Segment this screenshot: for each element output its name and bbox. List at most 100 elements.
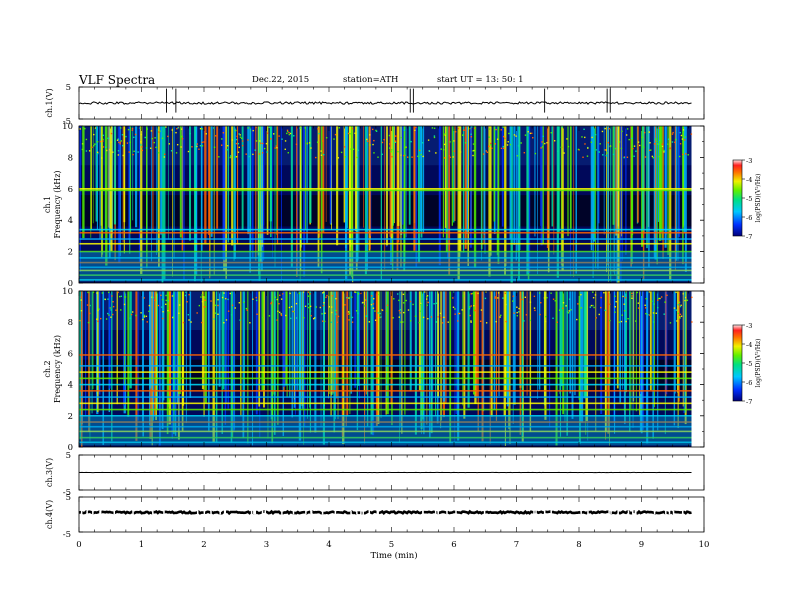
noise-speckle — [635, 320, 637, 322]
sferic-streak — [564, 291, 566, 423]
noise-speckle — [592, 304, 594, 307]
sferic-streak — [231, 126, 234, 246]
sferic-streak — [637, 126, 639, 223]
sferic-streak — [203, 291, 205, 417]
sferic-streak — [267, 291, 269, 439]
y-tick-label: -5 — [63, 530, 71, 540]
sferic-streak — [208, 291, 210, 431]
sferic-streak — [512, 291, 514, 424]
noise-speckle — [372, 143, 374, 146]
sferic-streak — [259, 126, 262, 262]
sferic-streak — [575, 126, 577, 274]
noise-speckle — [595, 317, 597, 319]
noise-speckle — [454, 313, 456, 315]
sferic-streak — [331, 126, 332, 230]
waveform-gap — [483, 510, 486, 515]
noise-speckle — [330, 321, 333, 323]
noise-speckle — [180, 146, 182, 148]
noise-speckle — [452, 156, 454, 158]
sferic-streak — [504, 291, 506, 446]
sferic-streak — [322, 126, 325, 233]
sferic-streak — [138, 126, 141, 262]
sferic-streak — [400, 126, 402, 268]
noise-speckle — [350, 148, 352, 150]
noise-speckle — [650, 300, 653, 303]
sferic-streak — [598, 126, 600, 224]
noise-speckle — [508, 132, 510, 135]
noise-speckle — [390, 151, 392, 153]
noise-speckle — [245, 153, 247, 155]
noise-speckle — [676, 320, 678, 322]
waveform-gap — [681, 510, 684, 515]
narrowband-line — [79, 430, 692, 433]
noise-speckle — [657, 143, 660, 145]
noise-speckle — [231, 139, 234, 141]
noise-speckle — [443, 316, 445, 319]
noise-speckle — [127, 128, 130, 131]
low-frequency-noise — [79, 415, 692, 446]
waveform-gap — [292, 510, 295, 515]
sferic-streak — [303, 291, 306, 427]
noise-speckle — [490, 144, 492, 146]
noise-speckle — [447, 321, 449, 323]
sferic-streak — [293, 291, 295, 400]
noise-speckle — [284, 140, 287, 142]
sferic-streak — [467, 291, 470, 408]
noise-speckle — [620, 147, 623, 150]
sferic-streak — [280, 126, 282, 282]
noise-speckle — [235, 138, 238, 141]
noise-speckle — [679, 316, 681, 318]
sferic-streak — [615, 126, 617, 232]
sferic-streak — [345, 291, 347, 427]
noise-speckle — [381, 141, 384, 144]
noise-speckle — [532, 137, 534, 139]
sferic-streak — [488, 126, 491, 277]
sferic-streak — [437, 291, 440, 398]
sferic-streak — [129, 291, 132, 389]
noise-speckle — [658, 127, 661, 129]
waveform-gap — [360, 510, 362, 515]
noise-speckle — [666, 294, 668, 297]
sferic-streak — [389, 126, 392, 237]
noise-speckle — [669, 147, 671, 150]
sferic-streak — [102, 291, 105, 445]
waveform-gap — [219, 510, 221, 515]
noise-speckle — [368, 321, 371, 323]
noise-speckle — [292, 310, 294, 313]
sferic-streak — [662, 126, 664, 259]
noise-speckle — [656, 143, 658, 145]
sferic-streak — [534, 126, 536, 237]
sferic-streak — [276, 126, 279, 245]
sferic-streak — [221, 291, 223, 434]
waveform-gap — [80, 510, 83, 515]
noise-speckle — [286, 132, 288, 135]
noise-speckle — [494, 143, 496, 145]
noise-speckle — [625, 134, 628, 136]
noise-speckle — [546, 296, 548, 299]
noise-speckle — [458, 312, 461, 315]
sferic-streak — [683, 291, 685, 413]
sferic-streak — [317, 126, 320, 268]
noise-speckle — [344, 146, 346, 148]
sferic-streak — [270, 126, 272, 238]
noise-speckle — [561, 126, 564, 128]
noise-speckle — [601, 130, 604, 133]
noise-speckle — [213, 146, 216, 148]
sferic-streak — [630, 291, 632, 409]
noise-speckle — [108, 291, 110, 294]
noise-speckle — [79, 128, 81, 130]
noise-speckle — [594, 294, 597, 296]
noise-speckle — [196, 312, 198, 314]
noise-speckle — [87, 291, 89, 294]
noise-speckle — [618, 141, 621, 143]
noise-speckle — [235, 156, 237, 158]
sferic-streak — [510, 126, 513, 283]
sferic-streak — [174, 291, 176, 415]
noise-speckle — [468, 308, 471, 310]
sferic-streak — [447, 126, 449, 259]
noise-speckle — [365, 315, 368, 317]
sferic-streak — [391, 126, 394, 270]
noise-speckle — [524, 296, 527, 299]
noise-speckle — [635, 150, 637, 152]
noise-speckle — [201, 300, 204, 303]
